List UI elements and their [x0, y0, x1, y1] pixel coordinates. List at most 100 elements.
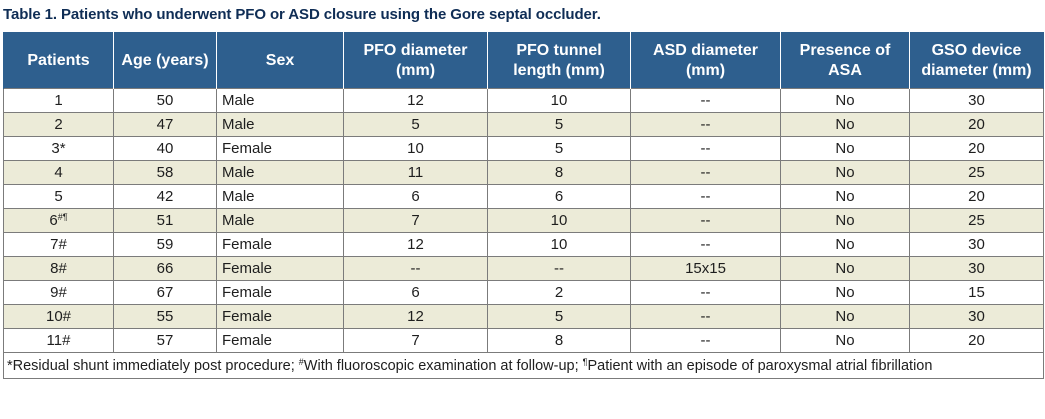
- tunnel-length-cell: 5: [487, 304, 631, 329]
- table-row: 3* 40 Female 10 5 -- No 20: [3, 136, 1044, 161]
- asd-diameter-cell: --: [630, 328, 781, 353]
- age-cell: 57: [113, 328, 217, 353]
- table-row: 11# 57 Female 7 8 -- No 20: [3, 328, 1044, 353]
- gso-diameter-cell: 30: [909, 256, 1044, 281]
- table-body: 1 50 Male 12 10 -- No 30 2 47 Male 5 5 -- No 20 3* 40 Fema…: [3, 88, 1044, 353]
- asa-cell: No: [780, 112, 910, 137]
- patient-footnote-mark: #¶: [57, 212, 68, 222]
- patient-cell: 3*: [3, 136, 114, 161]
- pfo-diameter-cell: 6: [343, 280, 488, 305]
- pfo-diameter-cell: 5: [343, 112, 488, 137]
- table-row: 7# 59 Female 12 10 -- No 30: [3, 232, 1044, 257]
- header-pfo-diameter: PFO diameter (mm): [343, 32, 488, 89]
- patient-id: 5: [54, 188, 63, 205]
- patient-cell: 2: [3, 112, 114, 137]
- asa-cell: No: [780, 256, 910, 281]
- table-row: 5 42 Male 6 6 -- No 20: [3, 184, 1044, 209]
- tunnel-length-cell: 8: [487, 160, 631, 185]
- gso-diameter-cell: 15: [909, 280, 1044, 305]
- age-cell: 42: [113, 184, 217, 209]
- footnote-part1: *Residual shunt immediately post procedu…: [7, 357, 299, 374]
- patient-cell: 10#: [3, 304, 114, 329]
- patient-cell: 4: [3, 160, 114, 185]
- header-row: Patients Age (years) Sex PFO diameter (mm) P…: [3, 32, 1044, 89]
- age-cell: 55: [113, 304, 217, 329]
- table-row: 1 50 Male 12 10 -- No 30: [3, 88, 1044, 113]
- gso-diameter-cell: 30: [909, 232, 1044, 257]
- pfo-diameter-cell: --: [343, 256, 488, 281]
- sex-cell: Male: [216, 88, 344, 113]
- table-footer: *Residual shunt immediately post procedu…: [3, 352, 1044, 379]
- table-row: 2 47 Male 5 5 -- No 20: [3, 112, 1044, 137]
- age-cell: 47: [113, 112, 217, 137]
- header-sex: Sex: [216, 32, 344, 89]
- gso-diameter-cell: 20: [909, 112, 1044, 137]
- age-cell: 66: [113, 256, 217, 281]
- asa-cell: No: [780, 328, 910, 353]
- patient-cell: 1: [3, 88, 114, 113]
- table-row: 10# 55 Female 12 5 -- No 30: [3, 304, 1044, 329]
- patient-id: 6: [49, 212, 58, 229]
- gso-diameter-cell: 20: [909, 328, 1044, 353]
- gso-diameter-cell: 30: [909, 304, 1044, 329]
- age-cell: 40: [113, 136, 217, 161]
- table-row: 6#¶ 51 Male 7 10 -- No 25: [3, 208, 1044, 233]
- patient-id: 4: [54, 164, 63, 181]
- asa-cell: No: [780, 184, 910, 209]
- pfo-diameter-cell: 10: [343, 136, 488, 161]
- patient-cell: 5: [3, 184, 114, 209]
- sex-cell: Male: [216, 184, 344, 209]
- gso-diameter-cell: 20: [909, 184, 1044, 209]
- patient-cell: 7#: [3, 232, 114, 257]
- pfo-diameter-cell: 11: [343, 160, 488, 185]
- gso-diameter-cell: 25: [909, 160, 1044, 185]
- age-cell: 51: [113, 208, 217, 233]
- footnote-part2: With fluoroscopic examination at follow-…: [303, 357, 583, 374]
- asa-cell: No: [780, 136, 910, 161]
- gso-diameter-cell: 20: [909, 136, 1044, 161]
- pfo-diameter-cell: 7: [343, 208, 488, 233]
- sex-cell: Male: [216, 160, 344, 185]
- header-age: Age (years): [113, 32, 217, 89]
- asa-cell: No: [780, 304, 910, 329]
- patient-cell: 11#: [3, 328, 114, 353]
- footnote-part3: Patient with an episode of paroxysmal at…: [587, 357, 933, 374]
- table-caption: Table 1. Patients who underwent PFO or A…: [3, 6, 601, 23]
- age-cell: 59: [113, 232, 217, 257]
- tunnel-length-cell: 5: [487, 136, 631, 161]
- pfo-diameter-cell: 6: [343, 184, 488, 209]
- header-gso-device-diameter: GSO device diameter (mm): [909, 32, 1044, 89]
- tunnel-length-cell: 10: [487, 232, 631, 257]
- sex-cell: Male: [216, 112, 344, 137]
- asd-diameter-cell: --: [630, 232, 781, 257]
- header-asd-diameter: ASD diameter (mm): [630, 32, 781, 89]
- asd-diameter-cell: --: [630, 136, 781, 161]
- asa-cell: No: [780, 232, 910, 257]
- table-row: 4 58 Male 11 8 -- No 25: [3, 160, 1044, 185]
- age-cell: 67: [113, 280, 217, 305]
- footnote-mark-pilcrow: ¶: [582, 356, 588, 367]
- patient-id: 11#: [46, 332, 71, 349]
- patient-id: 8#: [50, 260, 67, 277]
- tunnel-length-cell: 10: [487, 88, 631, 113]
- patient-id: 7#: [50, 236, 67, 253]
- tunnel-length-cell: 8: [487, 328, 631, 353]
- table-row: 9# 67 Female 6 2 -- No 15: [3, 280, 1044, 305]
- age-cell: 50: [113, 88, 217, 113]
- tunnel-length-cell: 2: [487, 280, 631, 305]
- patient-cell: 8#: [3, 256, 114, 281]
- patient-id: 10#: [45, 308, 72, 325]
- age-cell: 58: [113, 160, 217, 185]
- sex-cell: Female: [216, 232, 344, 257]
- table-header: Patients Age (years) Sex PFO diameter (mm) P…: [3, 32, 1044, 89]
- footnote-mark-hash: #: [298, 356, 304, 367]
- asd-diameter-cell: --: [630, 184, 781, 209]
- sex-cell: Female: [216, 256, 344, 281]
- footnote: *Residual shunt immediately post procedu…: [3, 352, 1044, 379]
- patient-cell: 9#: [3, 280, 114, 305]
- header-pfo-tunnel-length: PFO tunnel length (mm): [487, 32, 631, 89]
- tunnel-length-cell: 6: [487, 184, 631, 209]
- sex-cell: Female: [216, 136, 344, 161]
- gso-diameter-cell: 25: [909, 208, 1044, 233]
- asd-diameter-cell: --: [630, 208, 781, 233]
